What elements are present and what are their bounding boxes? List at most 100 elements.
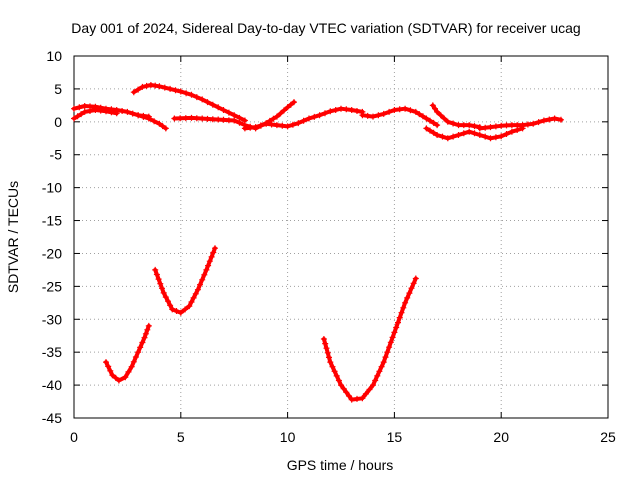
x-axis-label: GPS time / hours [287,457,394,473]
x-tick-label: 15 [387,429,403,445]
data-point [375,112,382,119]
data-point [402,299,409,306]
data-point [186,303,193,310]
data-point [135,86,142,93]
data-point [209,101,216,108]
data-point [434,122,441,129]
data-point [284,123,291,130]
data-point [279,122,286,129]
data-point [323,345,330,352]
data-point [404,294,411,301]
data-point [444,135,451,142]
data-point [455,122,462,129]
data-point [412,108,419,115]
data-point [503,122,510,129]
data-point [335,377,342,384]
data-point [487,135,494,142]
data-point [289,121,296,128]
data-point [188,91,195,98]
data-point [130,358,137,365]
data-series [359,105,441,129]
data-point [193,94,200,101]
data-point [215,104,222,111]
data-point [143,82,150,89]
data-point [159,285,165,292]
data-point [492,123,499,130]
data-point [408,285,415,292]
data-point [135,349,142,356]
data-point [338,105,344,112]
data-point [524,121,531,128]
data-point [387,339,394,346]
data-point [220,116,227,123]
data-point [268,121,275,128]
data-point [209,116,216,123]
data-point [391,107,398,113]
data-point [162,294,169,301]
data-point [372,377,379,384]
data-point [231,112,238,119]
data-point [130,89,137,96]
data-point [142,330,149,337]
data-point [105,363,112,370]
data-point [427,117,433,124]
x-tick-label: 0 [70,429,78,445]
data-point [348,107,355,113]
data-point [450,133,457,140]
data-point [115,377,122,384]
data-point [281,107,287,114]
data-point [551,115,558,122]
data-point [466,122,473,129]
data-point [204,115,211,122]
data-series [71,107,120,122]
data-point [97,107,104,114]
series-line [153,246,217,315]
data-point [402,105,409,112]
data-point [508,128,515,135]
chart-title: Day 001 of 2024, Sidereal Day-to-day VTE… [71,20,580,36]
data-point [171,115,178,122]
data-point [343,389,350,396]
data-point [153,271,160,278]
data-point [519,122,526,129]
data-point [362,390,369,397]
data-point [225,109,232,116]
data-point [434,132,441,138]
data-point [212,245,218,252]
data-point [419,113,426,120]
data-point [125,368,132,375]
data-point [441,115,448,122]
data-point [396,314,403,321]
data-point [348,396,355,403]
data-point [109,372,116,379]
data-point [354,395,360,402]
data-point [514,122,521,129]
data-point [316,112,323,119]
data-point [92,107,99,113]
data-series [429,102,483,131]
data-point [74,113,81,120]
data-point [395,319,401,326]
data-point [103,108,109,115]
series-line [430,103,482,130]
data-point [160,289,167,296]
data-series [135,112,169,132]
data-point [112,374,119,381]
data-point [247,124,254,131]
data-point [199,96,206,103]
data-point [322,110,328,117]
data-point [393,324,400,331]
data-point [140,113,147,120]
x-tick-label: 20 [493,429,509,445]
data-point [119,108,126,114]
data-point [430,119,437,126]
data-point [159,123,166,130]
data-point [81,103,88,109]
data-point [346,393,352,399]
y-tick-label: -45 [42,410,62,426]
data-point [380,110,387,117]
data-point [204,99,211,106]
data-point [263,120,270,127]
y-tick-label: 0 [54,114,62,130]
data-point [236,119,243,126]
